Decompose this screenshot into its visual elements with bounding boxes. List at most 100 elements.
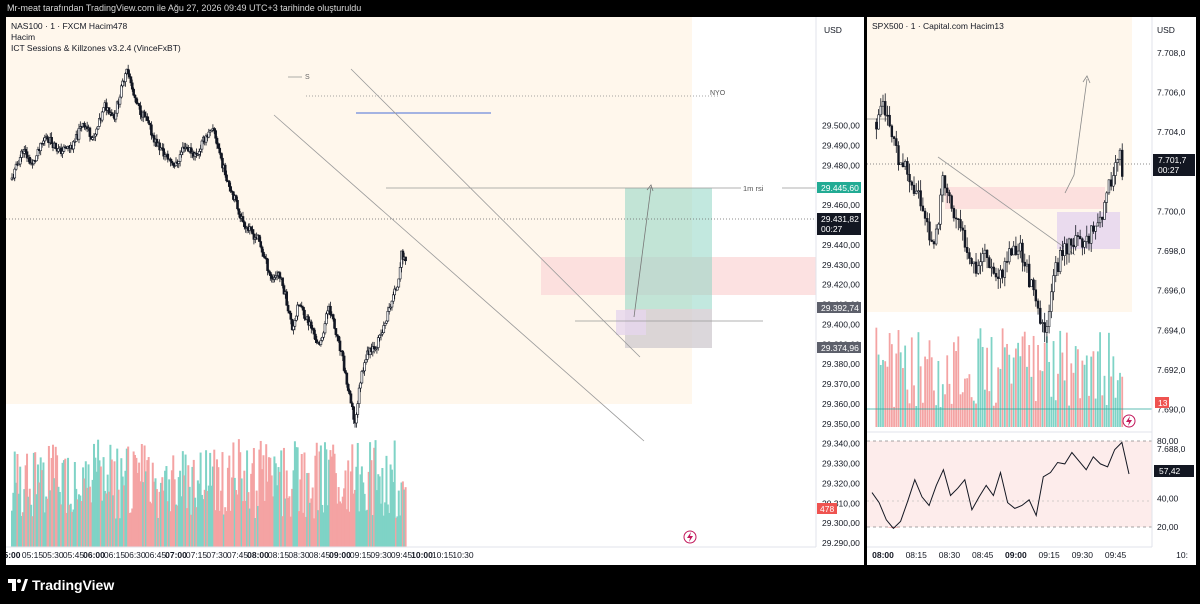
volume-bar (401, 481, 404, 547)
candle-body (890, 125, 894, 138)
spx500-chart-canvas[interactable]: 7.708,07.706,07.704,07.702,07.700,07.698… (867, 17, 1196, 565)
candle-body (130, 82, 134, 90)
price-tick-label: 29.480,00 (822, 160, 860, 170)
spx500-time-axis[interactable]: 08:00 08:15 08:30 08:45 09:00 09:15 09:30 09:45… (872, 550, 1188, 560)
volume-bar (224, 507, 227, 547)
candle-body (288, 310, 291, 314)
volume-bar (24, 465, 27, 547)
countdown-tag-text: 00:27 (1158, 165, 1180, 175)
volume-bar (129, 512, 132, 547)
candle-body (225, 174, 228, 182)
volume-bar (304, 516, 307, 547)
candle-body (345, 372, 349, 385)
volume-bar (138, 462, 141, 547)
spx500-chart-pane[interactable]: SPX500 · 1 · Capital.com Hacim13 USD 7.7… (867, 17, 1196, 565)
candle-body (338, 340, 342, 352)
candle-body (35, 155, 38, 162)
rsi-value-tag-text: 57,42 (1159, 466, 1181, 476)
candle-body (972, 261, 976, 265)
spx500-price-axis[interactable]: 7.708,07.706,07.704,07.702,07.700,07.698… (1157, 48, 1186, 454)
candle-body (214, 130, 217, 139)
candle-body (310, 321, 313, 329)
candle-body (974, 261, 978, 274)
volume-bar (94, 457, 97, 547)
time-tick-label: 05:15 (22, 550, 44, 560)
candle-body (259, 241, 263, 248)
time-tick-label: 08:00 (247, 550, 269, 560)
time-tick-label: 07:00 (165, 550, 187, 560)
volume-bar (384, 502, 387, 547)
volume-bar (1085, 355, 1088, 427)
nas100-chart-canvas[interactable]: NYO 1m rsi S 29.500,00 29.490,00 29.480,00… (6, 17, 864, 565)
volume-indicator-name[interactable]: Hacim (11, 32, 36, 42)
volume-bar (121, 476, 124, 547)
volume-bar (231, 477, 234, 547)
volume-bar (77, 494, 80, 547)
price-tick-label: 29.400,00 (822, 319, 860, 329)
volume-bar (355, 466, 358, 547)
volume-bar (30, 504, 33, 547)
nas100-time-axis[interactable]: 5:0005:1505:3005:4506:0006:1506:3006:450… (6, 550, 474, 560)
volume-bar (1094, 398, 1097, 427)
volume-bar (205, 450, 208, 547)
volume-bar (213, 449, 216, 547)
time-tick-label: 06:15 (104, 550, 126, 560)
candle-body (946, 187, 949, 193)
volume-bar (1026, 366, 1028, 427)
candle-body (1107, 179, 1111, 194)
candle-body (200, 140, 204, 150)
volume-bar (176, 505, 179, 547)
nas100-chart-pane[interactable]: NAS100 · 1 · FXCM Hacim478 Hacim ICT Ses… (6, 17, 864, 565)
time-tick-label: 5:00 (6, 550, 21, 560)
volume-bar (917, 332, 920, 427)
volume-bar (941, 384, 944, 427)
candle-body (1090, 225, 1093, 244)
projection-arrow (1064, 78, 1088, 194)
candle-body (1094, 225, 1097, 232)
candle-body (921, 205, 925, 212)
volume-bar (207, 485, 210, 547)
spx500-symbol-line[interactable]: SPX500 · 1 · Capital.com Hacim13 (872, 21, 1004, 31)
time-tick-label: 08:15 (906, 550, 928, 560)
candle-body (895, 138, 898, 146)
tradingview-logo[interactable]: TradingView (8, 576, 114, 594)
ict-indicator-name[interactable]: ICT Sessions & Killzones v3.2.4 (VinceFx… (11, 43, 181, 53)
volume-bar (340, 503, 343, 547)
volume-bar (349, 471, 352, 547)
volume-bar (46, 498, 49, 547)
nas100-symbol-line[interactable]: NAS100 · 1 · FXCM Hacim478 (11, 21, 128, 31)
nas100-candles (10, 64, 407, 428)
candle-body (289, 312, 293, 320)
volume-bar (87, 464, 90, 547)
volume-bar (386, 504, 389, 547)
candle-body (118, 96, 122, 105)
volume-bar (323, 442, 326, 547)
candle-body (1121, 149, 1124, 177)
candle-body (1001, 269, 1004, 278)
candle-body (100, 111, 104, 121)
volume-bar (172, 455, 175, 547)
candle-body (323, 323, 327, 334)
volume-bar (397, 490, 400, 547)
volume-bar (1092, 351, 1095, 427)
volume-bar (1054, 400, 1057, 427)
candle-body (888, 114, 891, 127)
volume-bar (351, 444, 354, 547)
volume-bar (166, 501, 169, 547)
volume-bar (143, 445, 146, 547)
volume-bar (38, 482, 41, 547)
volume-bar (151, 462, 154, 547)
volume-bar (1063, 380, 1066, 427)
volume-bar (233, 477, 236, 547)
price-tick-label: 7.704,0 (1157, 127, 1186, 137)
volume-bar (177, 477, 180, 547)
volume-bar (255, 490, 258, 547)
candle-body (143, 111, 146, 118)
candle-body (1103, 202, 1106, 220)
volume-bar (1012, 357, 1015, 427)
candle-body (979, 261, 982, 267)
volume-bar (1068, 405, 1070, 427)
volume-bar (196, 480, 199, 547)
volume-bar (153, 481, 156, 547)
export-caption: Mr-meat tarafından TradingView.com ile A… (7, 3, 362, 13)
